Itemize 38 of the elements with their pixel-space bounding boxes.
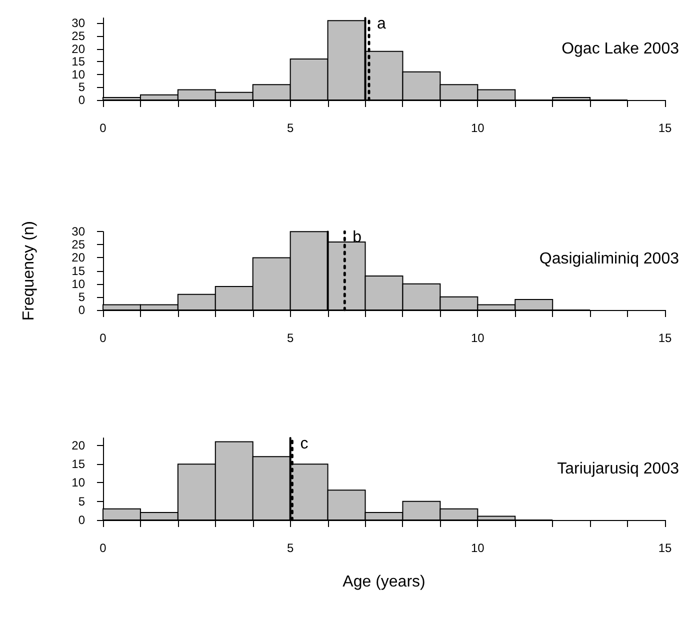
y-tick-label: 20: [72, 438, 86, 452]
y-tick-label: 30: [72, 224, 86, 239]
text: Tariujarusiq 2003: [557, 460, 680, 478]
ref-line-label: c: [300, 436, 308, 452]
x-tick-label: 10: [470, 541, 485, 555]
y-tick-label: 0: [78, 303, 86, 317]
x-tick-label: 5: [286, 121, 294, 135]
x-axis-title: Age (years): [342, 574, 426, 590]
ref-line-label: a: [377, 16, 386, 32]
x-tick-label: 0: [100, 331, 107, 345]
x-tick-label: 10: [470, 331, 485, 345]
text: Ogac Lake 2003: [562, 40, 680, 58]
y-tick-label: 20: [72, 250, 86, 265]
y-tick-label: 5: [78, 290, 86, 304]
y-tick-label: 0: [78, 93, 86, 107]
text: Qasigialiminiq 2003: [539, 250, 680, 268]
y-tick-label: 30: [72, 16, 86, 30]
y-tick-label: 15: [72, 457, 86, 472]
y-tick-label: 20: [72, 42, 86, 56]
y-tick-label: 15: [72, 54, 86, 69]
y-tick-label: 0: [78, 513, 86, 527]
y-axis-title: Frequency (n): [20, 221, 38, 321]
x-tick-label: 0: [100, 121, 107, 135]
x-tick-label: 10: [470, 121, 485, 135]
x-tick-label: 0: [100, 541, 107, 555]
y-tick-label: 5: [78, 494, 86, 508]
x-tick-label: 15: [658, 121, 672, 135]
y-tick-label: 10: [72, 67, 86, 82]
x-tick-label: 15: [658, 541, 672, 555]
y-tick-label: 15: [72, 264, 86, 278]
y-tick-label: 10: [72, 476, 86, 490]
y-tick-label: 10: [72, 276, 86, 291]
y-tick-label: 5: [78, 80, 86, 94]
y-tick-label: 25: [72, 238, 86, 252]
x-tick-label: 15: [658, 331, 672, 345]
x-tick-label: 5: [286, 541, 294, 555]
y-tick-label: 25: [72, 28, 86, 43]
x-tick-label: 5: [286, 331, 294, 345]
